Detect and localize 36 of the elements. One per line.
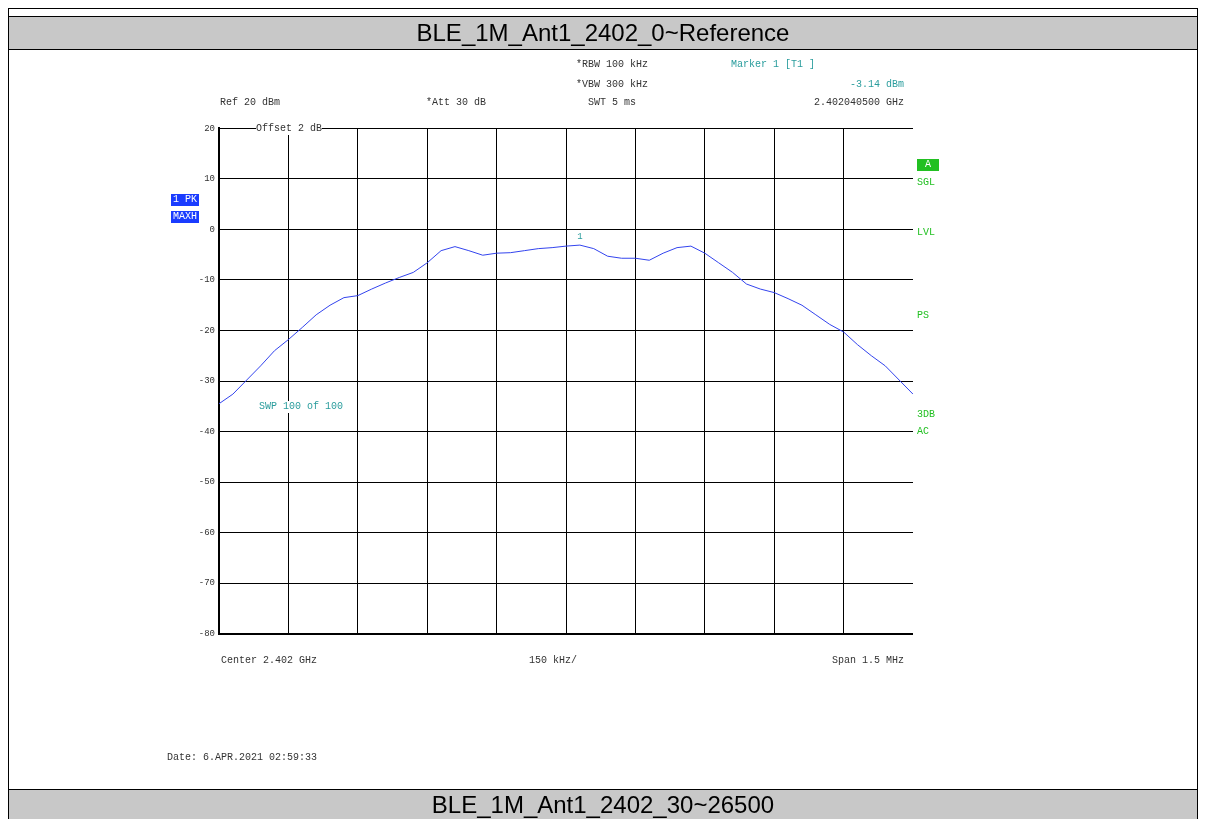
text: *Att 30 dB (426, 97, 487, 109)
y-tick-label: -10 (198, 275, 215, 286)
y-tick-label: -50 (198, 477, 215, 488)
y-tick-label: 20 (204, 123, 215, 134)
text: MAXH (171, 211, 200, 223)
text: AC (917, 426, 930, 438)
y-tick-label: 0 (209, 224, 215, 235)
y-tick-label: -40 (198, 426, 215, 437)
text: 2.402040500 GHz (813, 97, 904, 109)
text: 3DB (917, 409, 936, 421)
y-tick-label: -20 (198, 325, 215, 336)
text: Marker 1 [T1 ] (731, 59, 816, 71)
y-tick-label: -60 (198, 527, 215, 538)
annotation: 1 (577, 232, 583, 243)
y-tick-label: -80 (198, 628, 215, 639)
text: SWT 5 ms (588, 97, 637, 109)
y-tick-label: -70 (198, 578, 215, 589)
text: Date: 6.APR.2021 02:59:33 (167, 752, 318, 764)
text: *RBW 100 kHz (576, 59, 649, 71)
text: Ref 20 dBm (220, 97, 281, 109)
chart-title: BLE_1M_Ant1_2402_0~Reference (9, 16, 1197, 50)
text: A (917, 159, 940, 171)
text: 1 PK (171, 194, 200, 206)
text: *VBW 300 kHz (576, 79, 649, 91)
y-tick-label: 10 (204, 174, 215, 185)
text: -3.14 dBm (849, 79, 904, 91)
annotation: Offset 2 dB (256, 123, 323, 135)
text: Center 2.402 GHz (221, 655, 318, 667)
text: 150 kHz/ (529, 655, 578, 667)
text: Span 1.5 MHz (831, 655, 904, 667)
text: LVL (917, 227, 936, 239)
text: SGL (917, 177, 936, 189)
y-tick-label: -30 (198, 376, 215, 387)
annotation: SWP 100 of 100 (259, 401, 344, 413)
text: PS (917, 310, 930, 322)
text: BLE_1M_Ant1_2402_30~26500 (9, 789, 1197, 819)
